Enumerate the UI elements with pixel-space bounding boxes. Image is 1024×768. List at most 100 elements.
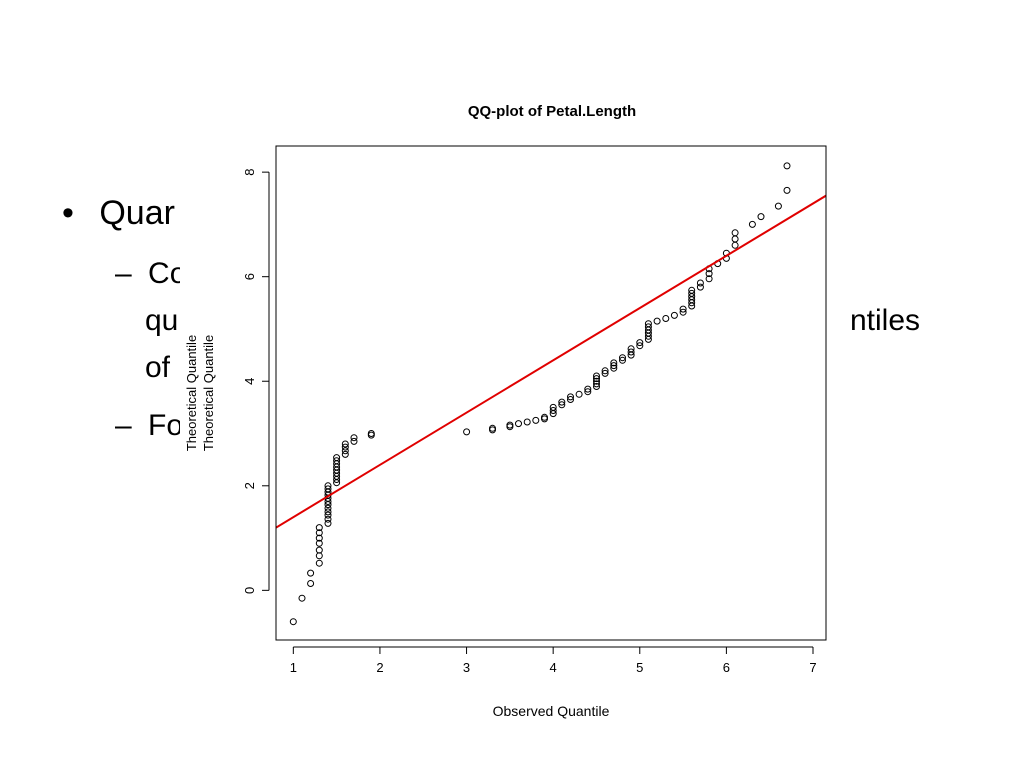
data-point xyxy=(593,380,600,388)
bullet-2: – Co xyxy=(115,259,186,289)
y-tick-label: 8 xyxy=(242,169,257,176)
bullet-text: Co xyxy=(148,257,187,290)
data-point xyxy=(367,430,375,437)
reference-line-layer xyxy=(276,194,826,529)
data-point xyxy=(341,450,349,458)
data-point xyxy=(549,403,557,411)
data-point xyxy=(601,369,609,377)
data-point xyxy=(593,383,600,390)
data-point xyxy=(532,416,540,424)
data-point xyxy=(774,202,782,210)
data-point xyxy=(489,424,496,432)
bullet-symbol: • xyxy=(62,194,74,232)
data-point xyxy=(324,511,332,519)
y-tick-label: 2 xyxy=(242,482,257,489)
data-point xyxy=(350,437,358,445)
data-point xyxy=(731,241,739,249)
data-point xyxy=(333,457,341,465)
x-tick-label: 2 xyxy=(376,660,383,675)
data-point xyxy=(696,279,704,287)
x-tick-label: 3 xyxy=(463,660,470,675)
right-text-fragment: ntiles xyxy=(850,306,920,336)
data-point xyxy=(558,401,566,409)
data-point xyxy=(333,454,341,462)
data-point xyxy=(549,407,557,414)
plot-frame xyxy=(275,145,827,641)
data-point xyxy=(757,213,765,221)
data-point xyxy=(567,396,574,403)
data-point xyxy=(324,519,332,527)
data-point xyxy=(567,393,574,401)
y-tick-label: 0 xyxy=(242,587,257,594)
data-point xyxy=(619,356,626,364)
data-point xyxy=(341,440,349,448)
data-point xyxy=(688,286,696,294)
data-point xyxy=(636,339,644,347)
data-point xyxy=(341,443,349,451)
data-point xyxy=(653,317,661,325)
bullet-text: qu xyxy=(145,304,179,337)
data-point xyxy=(593,377,600,385)
data-point xyxy=(783,162,791,170)
data-point xyxy=(324,482,332,490)
data-point xyxy=(610,359,618,367)
data-point xyxy=(298,594,306,602)
data-point xyxy=(523,418,531,426)
bullet-symbol: – xyxy=(115,409,132,442)
bullet-symbol: – xyxy=(115,257,132,290)
data-point xyxy=(515,420,522,428)
qq-plot: QQ-plot of Petal.Length 1 2 3 4 5 6 7 0 2 4 6 8 Ob… xyxy=(180,88,840,728)
chart-title: QQ-plot of Petal.Length xyxy=(468,103,636,120)
data-point xyxy=(593,372,600,380)
right-fragment-text: ntiles xyxy=(850,304,921,337)
y-tick-label: 4 xyxy=(242,378,257,385)
data-point xyxy=(558,398,566,406)
data-point xyxy=(324,508,332,516)
data-point xyxy=(315,539,323,547)
data-point xyxy=(593,375,600,383)
bullet-2-cont-1: qu xyxy=(145,306,178,336)
data-point xyxy=(315,559,323,567)
reference-line xyxy=(276,194,826,529)
x-axis-label: Observed Quantile xyxy=(493,703,610,719)
data-point xyxy=(748,220,756,228)
bullet-3: – Fo xyxy=(115,411,183,441)
y-axis-label-duplicate: Theoretical Quantile xyxy=(201,335,216,451)
bullet-text: Quar xyxy=(99,194,175,232)
data-point xyxy=(315,529,323,537)
data-point xyxy=(644,323,652,331)
data-point xyxy=(315,534,323,542)
data-point xyxy=(584,385,592,393)
data-point xyxy=(324,504,332,512)
data-point xyxy=(688,289,696,297)
data-point xyxy=(610,364,618,372)
bullet-1: • Quar xyxy=(62,196,175,230)
data-point xyxy=(679,305,687,313)
data-point xyxy=(341,447,349,455)
data-point xyxy=(324,515,332,523)
data-point xyxy=(610,362,618,370)
x-tick-label: 4 xyxy=(550,660,557,675)
data-point xyxy=(324,485,332,493)
points-layer xyxy=(289,162,791,626)
data-point xyxy=(696,283,704,291)
data-point xyxy=(315,524,323,532)
data-point xyxy=(463,428,471,436)
data-point xyxy=(644,320,652,328)
bullet-text: Fo xyxy=(148,409,184,442)
bullet-2-cont-2: of xyxy=(145,353,170,383)
data-point xyxy=(350,434,358,442)
data-point xyxy=(731,229,739,237)
data-point xyxy=(783,186,791,194)
data-point xyxy=(705,275,713,283)
data-point xyxy=(315,546,323,554)
bullet-text: of xyxy=(145,351,171,384)
x-tick-label: 7 xyxy=(809,660,816,675)
data-point xyxy=(627,348,635,356)
data-point xyxy=(662,315,670,322)
data-point xyxy=(506,421,514,429)
data-point xyxy=(541,413,548,421)
y-axis: 0 2 4 6 8 xyxy=(242,169,270,594)
y-tick-label: 6 xyxy=(242,273,257,280)
